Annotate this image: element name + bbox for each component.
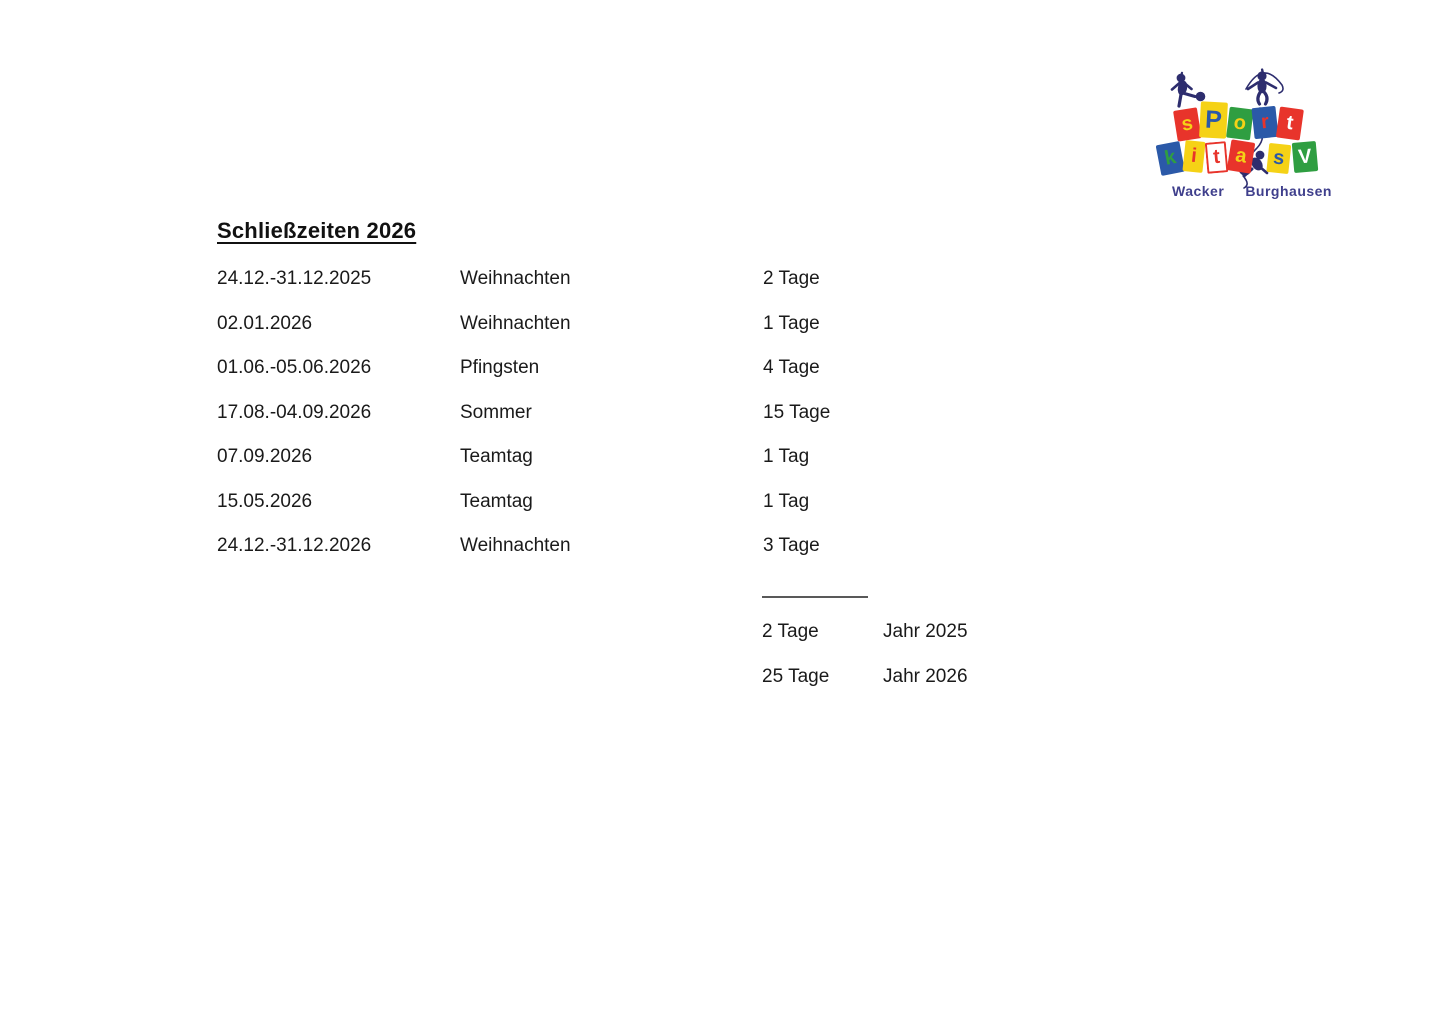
closure-date: 02.01.2026 [217,312,313,334]
summary-row: 25 Tage Jahr 2026 [762,655,1162,700]
closure-days: 1 Tag [763,490,810,512]
closure-table: 24.12.-31.12.2025 Weihnachten 2 Tage 02.… [217,257,1117,569]
logo-subtitle: Wacker Burghausen [1172,183,1332,199]
summary-days: 25 Tage [762,665,830,687]
closure-days: 3 Tage [763,535,820,556]
closure-name: Weihnachten [460,312,571,334]
closure-days: 4 Tage [763,357,820,378]
table-row: 15.05.2026 Teamtag 1 Tag [217,480,1117,525]
table-row: 24.12.-31.12.2026 Weihnachten 3 Tage [217,524,1117,569]
logo-block-r: r [1251,105,1279,140]
closure-name: Weihnachten [460,535,571,556]
logo-block-t: t [1275,106,1304,141]
logo-block-s: s [1266,142,1292,175]
logo-block-o: o [1226,106,1254,141]
logo-block-i: i [1182,140,1206,173]
summary-year: Jahr 2025 [883,621,968,642]
closure-days: 2 Tage [763,268,820,289]
logo-block-P: P [1199,101,1228,139]
logo-block-a: a [1226,139,1256,174]
closure-date: 17.08.-04.09.2026 [217,401,372,423]
summary-totals: 2 Tage Jahr 2025 25 Tage Jahr 2026 [762,610,1162,699]
logo-block-k: k [1155,140,1186,176]
closure-name: Sommer [460,401,532,423]
summary-days: 2 Tage [762,621,819,642]
closure-date: 07.09.2026 [217,446,313,467]
page-title: Schließzeiten 2026 [217,218,417,243]
logo-block-V: V [1291,141,1319,173]
closure-date: 24.12.-31.12.2026 [217,535,372,556]
closure-name: Pfingsten [460,357,540,378]
closure-name: Weihnachten [460,268,571,289]
logo-block-t: t [1204,141,1229,174]
closure-days: 15 Tage [763,401,831,423]
logo-subtitle-wacker: Wacker [1172,183,1225,199]
logo-subtitle-burghausen: Burghausen [1245,183,1332,199]
table-row: 02.01.2026 Weihnachten 1 Tage [217,302,1117,347]
table-row: 17.08.-04.09.2026 Sommer 15 Tage [217,391,1117,436]
closure-date: 01.06.-05.06.2026 [217,357,372,378]
closure-date: 24.12.-31.12.2025 [217,268,372,289]
summary-row: 2 Tage Jahr 2025 [762,610,1162,655]
summary-year: Jahr 2026 [883,665,968,687]
logo-block-s: s [1173,107,1202,142]
closure-days: 1 Tag [763,446,810,467]
kid-jumping-rope-icon [1245,68,1284,106]
closure-name: Teamtag [460,490,533,512]
closure-days: 1 Tage [763,312,820,334]
table-row: 01.06.-05.06.2026 Pfingsten 4 Tage [217,346,1117,391]
table-row: 24.12.-31.12.2025 Weihnachten 2 Tage [217,257,1117,302]
closure-name: Teamtag [460,446,533,467]
summary-divider-line [762,596,868,598]
table-row: 07.09.2026 Teamtag 1 Tag [217,435,1117,480]
closure-date: 15.05.2026 [217,490,313,512]
kid-kicking-ball-icon [1170,71,1206,108]
